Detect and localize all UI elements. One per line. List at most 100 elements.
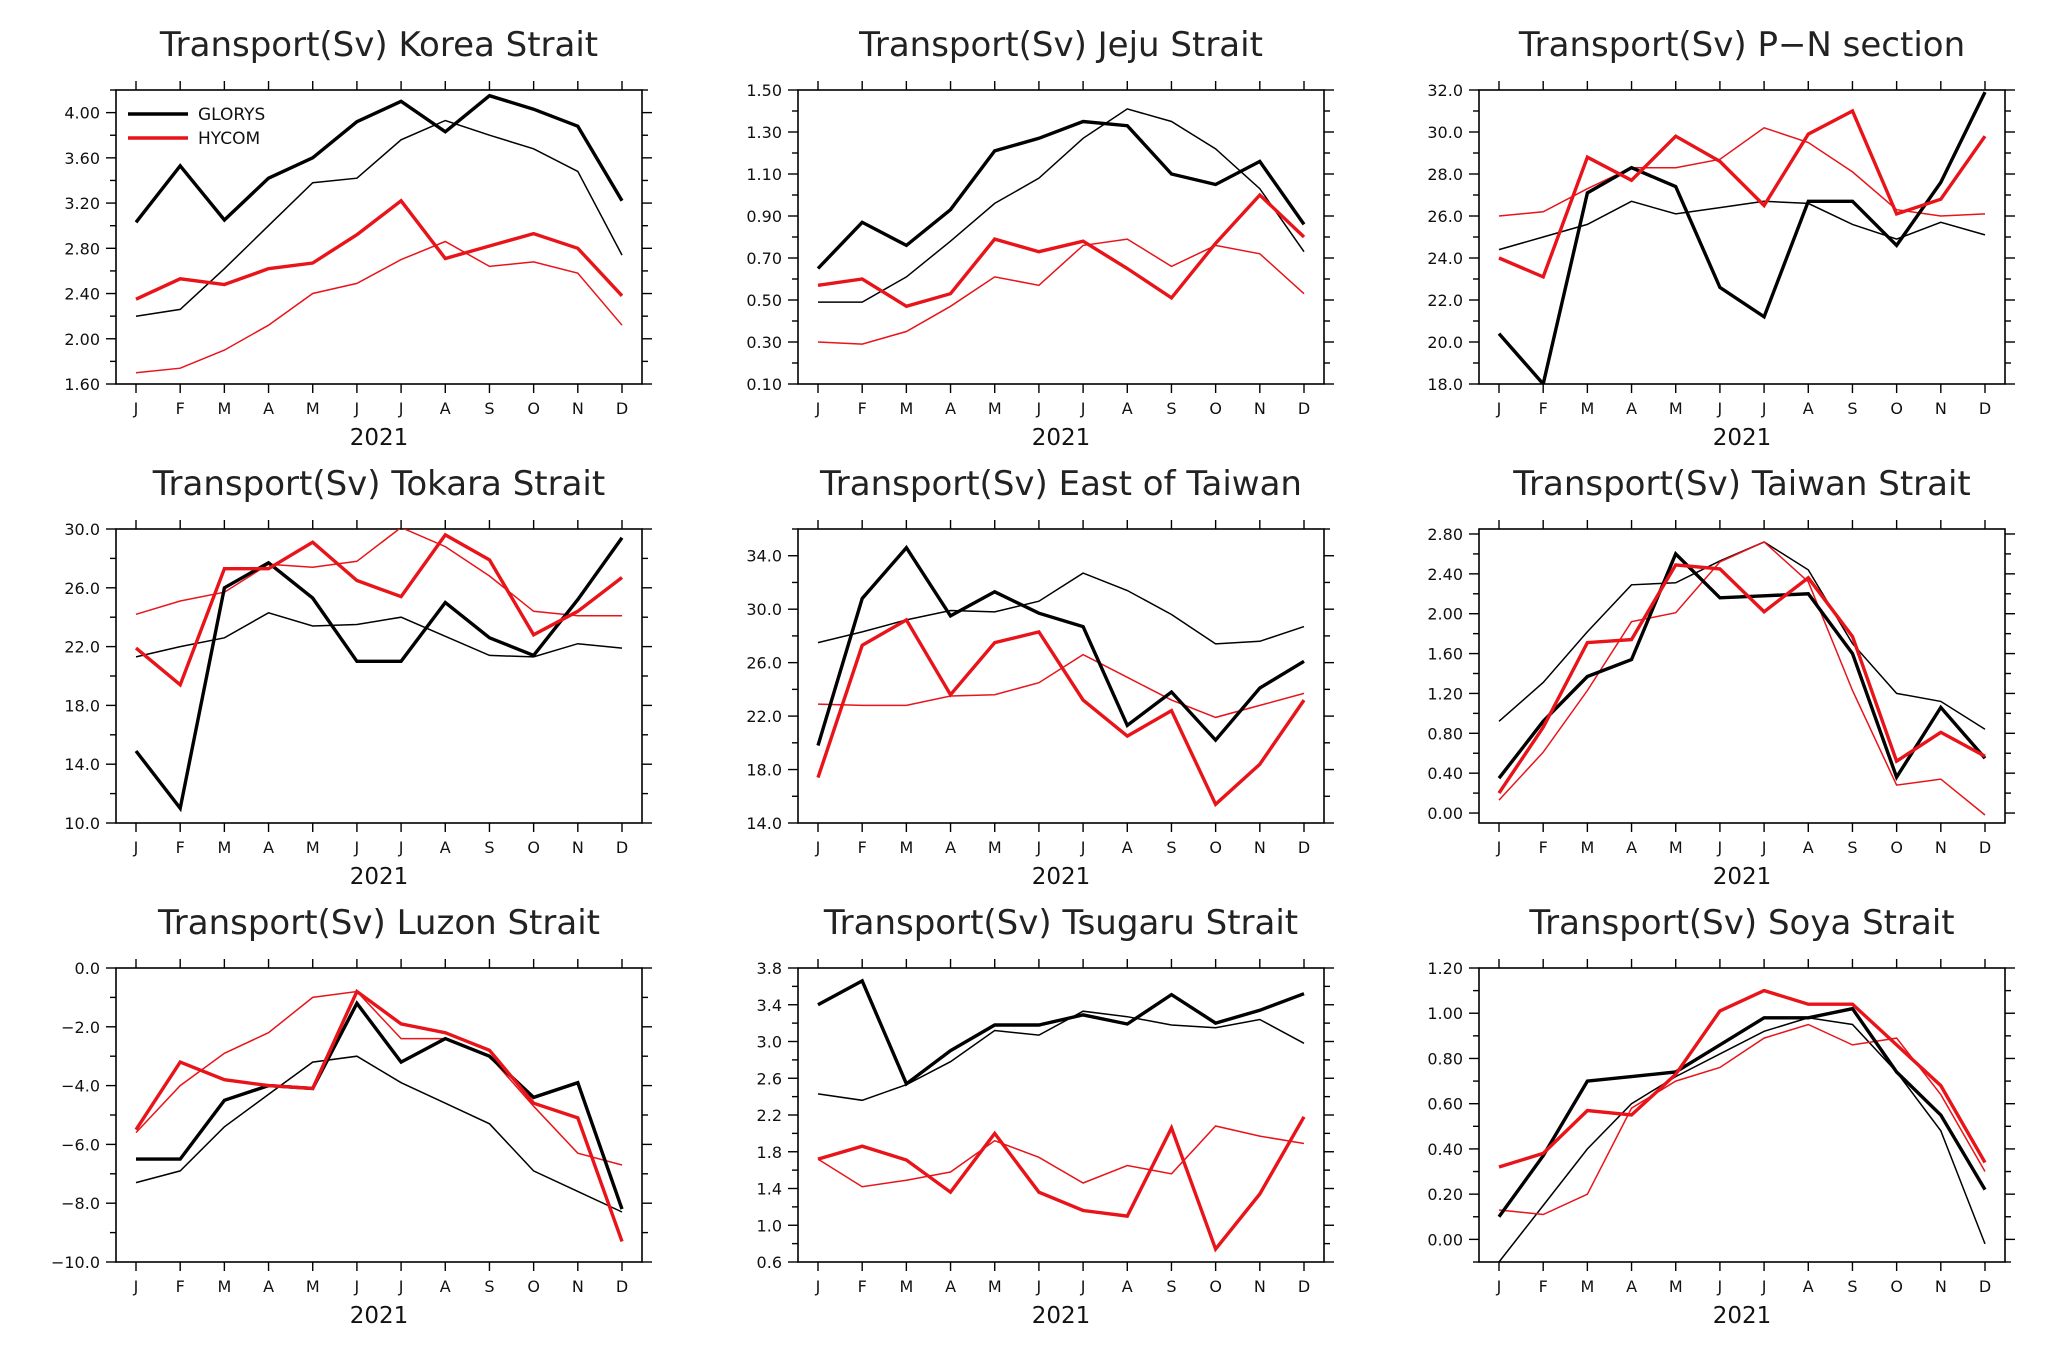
x-tick-label: F <box>1539 838 1548 857</box>
y-tick-label: −4.0 <box>61 1077 100 1096</box>
x-tick-label: M <box>306 1277 320 1296</box>
y-tick-label: −10.0 <box>51 1253 100 1272</box>
y-tick-label: 18.0 <box>746 761 782 780</box>
y-tick-label: 2.6 <box>757 1069 782 1088</box>
x-tick-label: M <box>899 399 913 418</box>
y-tick-label: 26.0 <box>746 654 782 673</box>
y-tick-label: 3.8 <box>757 959 782 978</box>
y-tick-label: 0.30 <box>746 333 782 352</box>
x-tick-label: N <box>1254 1277 1266 1296</box>
y-tick-label: 24.0 <box>1427 249 1463 268</box>
x-tick-label: J <box>1496 399 1502 418</box>
y-tick-label: 0.90 <box>746 207 782 226</box>
y-tick-label: 2.00 <box>1427 605 1463 624</box>
y-tick-label: 2.40 <box>64 285 100 304</box>
x-tick-label: N <box>1935 399 1947 418</box>
chart-panel: Transport(Sv) East of Taiwan 14.0 18.0 22.0… <box>746 464 1334 890</box>
y-tick-label: 0.0 <box>75 959 100 978</box>
x-tick-label: F <box>858 1277 867 1296</box>
chart-title: Transport(Sv) East of Taiwan <box>819 464 1302 504</box>
x-axis-label: 2021 <box>350 1303 409 1329</box>
x-tick-label: J <box>1761 1277 1767 1296</box>
x-tick-label: M <box>988 399 1002 418</box>
x-tick-label: O <box>527 838 540 857</box>
chart-title: Transport(Sv) Jeju Strait <box>858 25 1263 65</box>
x-tick-label: A <box>1626 838 1637 857</box>
x-tick-label: F <box>1539 399 1548 418</box>
y-tick-label: 1.60 <box>64 375 100 394</box>
x-tick-label: J <box>1496 1277 1502 1296</box>
x-tick-label: J <box>1080 838 1086 857</box>
y-tick-label: 0.70 <box>746 249 782 268</box>
y-tick-label: 1.30 <box>746 123 782 142</box>
series-line-glorys-thick <box>1497 550 1987 782</box>
x-tick-label: J <box>815 399 821 418</box>
series-line-hycom-thin <box>1498 1023 1986 1216</box>
x-tick-label: J <box>815 1277 821 1296</box>
x-tick-label: A <box>263 1277 274 1296</box>
x-tick-label: S <box>1166 1277 1176 1296</box>
x-tick-label: F <box>1539 1277 1548 1296</box>
x-tick-label: J <box>398 399 404 418</box>
series-line-hycom-thin <box>817 238 1305 345</box>
y-tick-label: 0.60 <box>1427 1095 1463 1114</box>
x-tick-label: O <box>1209 838 1222 857</box>
plot-frame <box>115 528 643 824</box>
chart-panel: Transport(Sv) P−N section 18.0 20.0 22.0 24.… <box>1427 25 2015 451</box>
y-tick-label: −6.0 <box>61 1135 100 1154</box>
chart-title: Transport(Sv) Tokara Strait <box>152 464 605 504</box>
x-axis-label: 2021 <box>350 425 409 451</box>
y-tick-label: 2.00 <box>64 330 100 349</box>
x-tick-label: M <box>217 1277 231 1296</box>
x-tick-label: A <box>1122 838 1133 857</box>
plot-frame <box>797 528 1325 824</box>
series-line-hycom-thick <box>134 532 624 688</box>
series-line-glorys-thin <box>818 108 1305 303</box>
x-tick-label: J <box>1717 399 1723 418</box>
legend: GLORYS HYCOM <box>128 105 265 149</box>
y-tick-label: 0.80 <box>1427 724 1463 743</box>
x-tick-label: J <box>354 399 360 418</box>
x-tick-label: S <box>1166 399 1176 418</box>
y-tick-label: 22.0 <box>746 707 782 726</box>
x-tick-label: O <box>527 399 540 418</box>
x-tick-label: N <box>1935 838 1947 857</box>
series-line-hycom-thick <box>1498 108 1987 280</box>
y-tick-label: 0.00 <box>1427 804 1463 823</box>
y-tick-label: 26.0 <box>64 579 100 598</box>
x-tick-label: A <box>945 1277 956 1296</box>
series-line-glorys-thick <box>1497 1006 1987 1218</box>
x-tick-label: F <box>176 838 185 857</box>
y-tick-label: 2.2 <box>757 1106 782 1125</box>
x-tick-label: A <box>263 838 274 857</box>
legend-label: HYCOM <box>198 129 260 149</box>
x-tick-label: J <box>1080 1277 1086 1296</box>
x-tick-label: O <box>1890 1277 1903 1296</box>
x-tick-label: A <box>1803 1277 1814 1296</box>
series-line-hycom-thin <box>135 990 623 1166</box>
x-tick-label: O <box>1890 399 1903 418</box>
x-tick-label: J <box>1761 838 1767 857</box>
x-tick-label: N <box>1254 838 1266 857</box>
y-tick-label: 18.0 <box>1427 375 1463 394</box>
series-line-glorys-thick <box>816 544 1305 746</box>
y-tick-label: 0.10 <box>746 375 782 394</box>
series-line-hycom-thick <box>816 617 1306 808</box>
y-tick-label: 1.60 <box>1427 645 1463 664</box>
x-tick-label: J <box>354 838 360 857</box>
y-tick-label: 0.40 <box>1427 764 1463 783</box>
series-line-glorys-thin <box>817 1010 1305 1102</box>
x-tick-label: A <box>440 838 451 857</box>
x-tick-label: A <box>440 1277 451 1296</box>
x-axis-label: 2021 <box>1713 1303 1772 1329</box>
plot-frame <box>1478 967 2006 1263</box>
y-tick-label: 3.20 <box>64 194 100 213</box>
x-tick-label: J <box>398 838 404 857</box>
x-tick-label: D <box>1298 1277 1310 1296</box>
series-line-glorys-thick <box>136 1000 624 1210</box>
x-tick-label: J <box>1717 838 1723 857</box>
x-tick-label: O <box>527 1277 540 1296</box>
x-tick-label: M <box>1580 399 1594 418</box>
x-tick-label: M <box>988 1277 1002 1296</box>
x-axis-label: 2021 <box>1713 864 1772 890</box>
